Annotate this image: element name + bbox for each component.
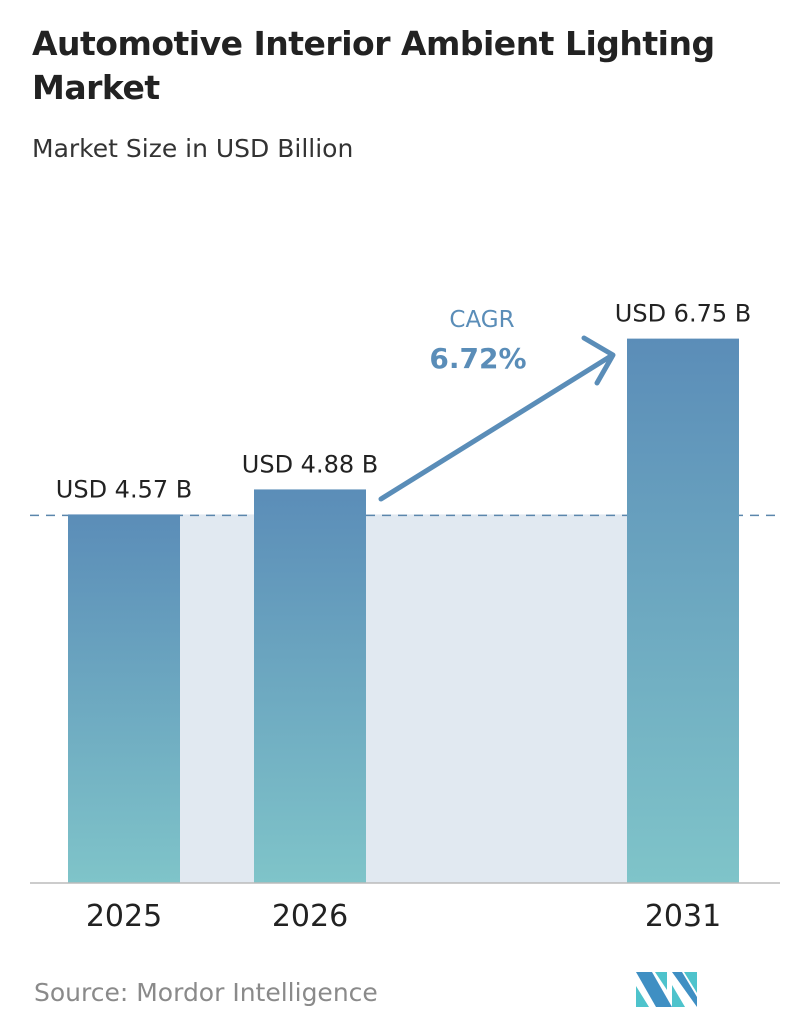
cagr-value: 6.72% bbox=[429, 342, 526, 375]
cagr-label: CAGR bbox=[449, 307, 514, 333]
data-label-2031: USD 6.75 B bbox=[615, 300, 751, 328]
bar-2025 bbox=[68, 514, 180, 883]
x-tick-2026: 2026 bbox=[272, 899, 348, 934]
source-note: Source: Mordor Intelligence bbox=[34, 978, 378, 1007]
cagr-arrow-head-icon bbox=[581, 335, 616, 386]
data-label-2026: USD 4.88 B bbox=[242, 450, 378, 478]
x-tick-2031: 2031 bbox=[645, 899, 721, 934]
data-label-2025: USD 4.57 B bbox=[56, 475, 192, 503]
chart-title: Automotive Interior Ambient Lighting Mar… bbox=[32, 24, 715, 107]
x-tick-2025: 2025 bbox=[86, 899, 162, 934]
cagr-arrow-shaft bbox=[378, 353, 614, 502]
bar-2031 bbox=[627, 338, 739, 883]
bar-2026 bbox=[254, 489, 366, 883]
chart-subtitle: Market Size in USD Billion bbox=[32, 134, 354, 163]
